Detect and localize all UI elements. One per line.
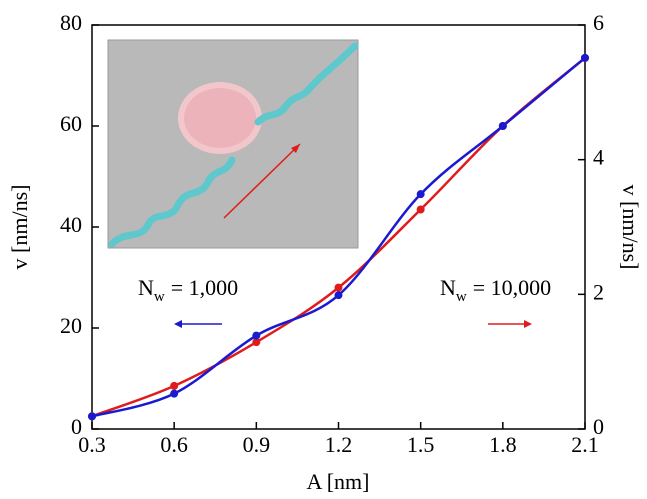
y-axis-label: v [nm/ns] (7, 185, 32, 270)
annotation-arrows (174, 320, 532, 328)
inset-image (107, 39, 359, 249)
annotation: Nw = 10,000 (440, 275, 551, 305)
annotation: Nw = 1,000 (138, 275, 238, 305)
y2-tick-label: 4 (593, 145, 604, 170)
y2-tick-label: 0 (593, 414, 604, 439)
x-tick-label: 0.3 (78, 432, 106, 457)
y-tick-label: 60 (60, 111, 82, 136)
annotation-subscript: w (154, 289, 165, 305)
y-tick-label: 40 (60, 212, 82, 237)
y2-tick-label: 6 (593, 10, 604, 35)
y2-axis-label: v [nm/ns] (618, 185, 643, 270)
annotation-text: = 10,000 (473, 275, 551, 300)
annotation-subscript: w (456, 289, 467, 305)
annotation-base: N (440, 275, 456, 300)
x-axis-label: A [nm] (307, 469, 370, 494)
x-tick-label: 1.8 (489, 432, 517, 457)
x-tick-label: 0.6 (160, 432, 188, 457)
x-tick-label: 1.5 (407, 432, 435, 457)
x-tick-label: 2.1 (571, 432, 599, 457)
series-line (91, 56, 586, 418)
x-tick-label: 0.9 (243, 432, 271, 457)
x-tick-label: 1.2 (325, 432, 353, 457)
y-tick-label: 0 (71, 414, 82, 439)
annotation-text: = 1,000 (171, 275, 238, 300)
y2-tick-label: 2 (593, 279, 604, 304)
y-tick-label: 20 (60, 313, 82, 338)
annotation-base: N (138, 275, 154, 300)
y-tick-label: 80 (60, 10, 82, 35)
